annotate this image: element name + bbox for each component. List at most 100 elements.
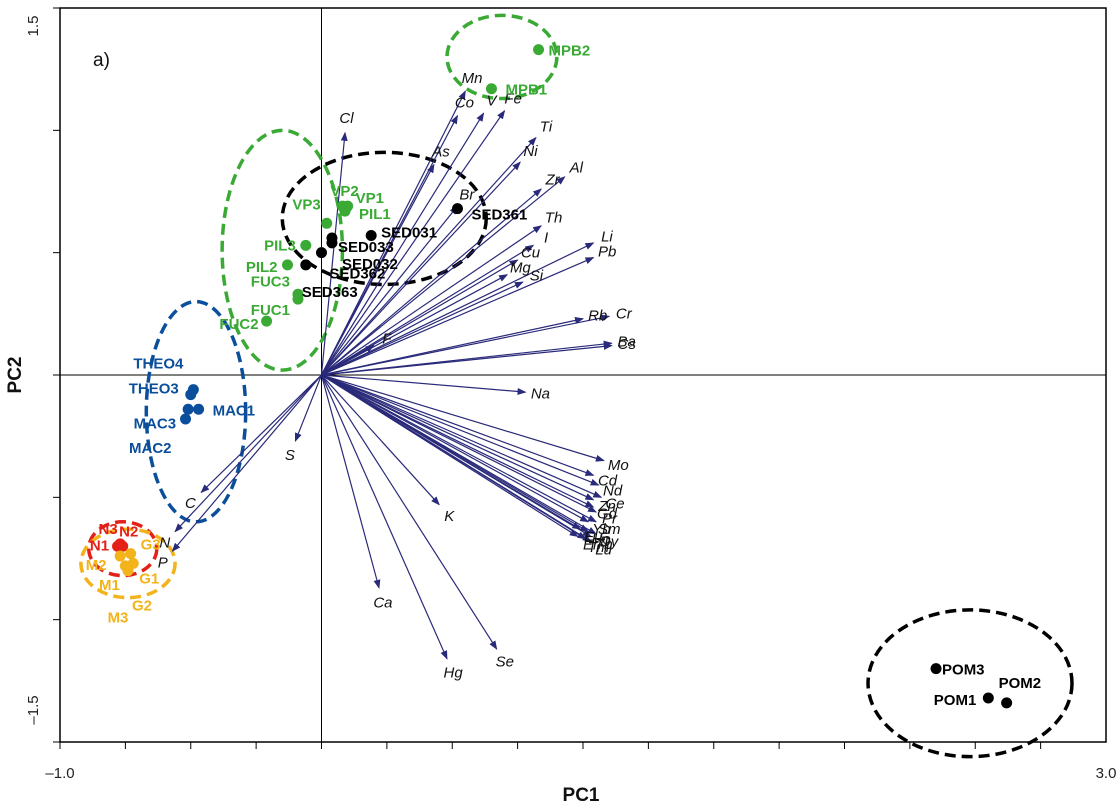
- loading-label-pr: Pr: [602, 511, 618, 528]
- loading-arrow-s: [294, 374, 323, 442]
- y-tick-label-max: 1.5: [25, 16, 42, 37]
- ellipse-mpb: [445, 13, 559, 101]
- loading-arrow-th: [321, 225, 542, 376]
- loading-label-ca: Ca: [373, 594, 392, 611]
- loading-arrow-li: [321, 242, 595, 376]
- loading-arrow-k: [321, 374, 440, 506]
- sample-label-mac3: MAC3: [134, 415, 177, 432]
- sample-label-sed032: SED032: [342, 256, 398, 273]
- sample-point-mac3: [182, 403, 194, 415]
- sample-label-theo3: THEO3: [129, 381, 179, 398]
- sample-point-theo3: [185, 389, 197, 401]
- loading-label-ho: Ho: [592, 531, 611, 548]
- sample-label-sed033: SED033: [338, 239, 394, 256]
- loading-arrow-sm: [321, 374, 597, 523]
- x-tick-label-min: –1.0: [45, 765, 74, 782]
- sample-label-pom3: POM3: [942, 662, 985, 679]
- loading-arrow-si: [321, 281, 524, 376]
- loading-arrow-zr: [321, 188, 542, 376]
- sample-label-vp2: VP2: [330, 183, 358, 200]
- loading-arrow-ti: [321, 136, 537, 376]
- loading-arrow-rb: [321, 316, 584, 376]
- sample-point-pil3: [300, 239, 312, 251]
- sample-label-theo4: THEO4: [133, 356, 184, 373]
- loading-label-er: Er: [583, 536, 599, 553]
- sample-point-sed362: [316, 247, 327, 259]
- sample-label-sed362: SED362: [330, 266, 386, 283]
- sample-point-m2: [114, 550, 126, 562]
- loading-label-fe: Fe: [504, 90, 522, 107]
- loading-arrow-cs: [321, 342, 613, 376]
- loading-arrow-ce: [321, 374, 603, 498]
- loading-label-th: Th: [545, 209, 563, 226]
- loading-arrow-ni: [321, 161, 521, 376]
- sample-point-n1: [112, 540, 124, 552]
- loading-arrow-er: [321, 374, 579, 538]
- sample-label-vp3: VP3: [292, 196, 320, 213]
- sample-point-vp3: [321, 217, 333, 229]
- sample-label-mac1: MAC1: [213, 402, 256, 419]
- sample-point-pil2: [282, 259, 294, 271]
- sample-label-m2: M2: [86, 557, 107, 574]
- loading-label-lu: Lu: [595, 541, 612, 558]
- loading-label-gd: Gd: [597, 506, 618, 523]
- sample-label-g3: G3: [141, 537, 161, 554]
- loading-label-ni: Ni: [523, 143, 538, 160]
- loading-arrow-se: [320, 374, 498, 650]
- loading-label-n: N: [159, 535, 170, 552]
- ellipse-sediments: [280, 150, 488, 287]
- loading-label-se: Se: [496, 654, 514, 671]
- loading-label-ti: Ti: [540, 119, 553, 136]
- loading-label-zr: Zr: [545, 171, 561, 188]
- sample-label-pom2: POM2: [999, 675, 1042, 692]
- sample-point-sed031: [365, 230, 377, 242]
- ellipse-m-g: [79, 527, 177, 600]
- loading-label-i: I: [544, 229, 548, 246]
- ellipse-n: [87, 520, 159, 578]
- loading-arrow-pr: [321, 374, 597, 513]
- loading-arrow-eu: [321, 374, 582, 530]
- loading-arrow-f: [321, 345, 375, 376]
- loading-label-co: Co: [455, 94, 474, 111]
- ellipse-animals: [144, 299, 248, 524]
- ellipse-seaweeds: [220, 128, 345, 372]
- loading-label-zn: Zn: [597, 498, 616, 515]
- loading-label-ba: Ba: [617, 334, 635, 351]
- loading-arrow-p: [171, 374, 322, 552]
- loading-label-cl: Cl: [339, 110, 354, 127]
- loading-arrow-cd: [321, 374, 595, 476]
- sample-label-pil1: PIL1: [359, 206, 391, 223]
- sample-label-pil2: PIL2: [246, 259, 278, 276]
- sample-point-sed363: [300, 259, 312, 271]
- loading-label-mo: Mo: [608, 457, 629, 474]
- loading-arrow-n: [174, 374, 322, 533]
- loading-label-s: S: [285, 447, 295, 464]
- loading-label-sm: Sm: [598, 521, 621, 538]
- sample-label-fuc3: FUC3: [251, 273, 290, 290]
- loading-arrow-fe: [321, 109, 506, 376]
- loading-label-ce: Ce: [605, 495, 624, 512]
- panel-label: a): [93, 50, 110, 71]
- loading-label-li: Li: [601, 228, 613, 245]
- loading-arrow-hg: [320, 374, 448, 660]
- loading-label-mg: Mg: [510, 260, 531, 277]
- loading-arrow-cu: [321, 259, 519, 376]
- loading-label-si: Si: [530, 268, 544, 285]
- axis-ticks: [53, 7, 1042, 749]
- loading-label-cu: Cu: [521, 244, 541, 261]
- loading-label-eu: Eu: [584, 529, 603, 546]
- sample-label-vp1: VP1: [356, 190, 384, 207]
- sample-point-mpb2: [533, 44, 545, 56]
- sample-label-fuc2: FUC2: [219, 316, 258, 333]
- loading-label-cs: Cs: [618, 336, 637, 353]
- loading-arrow-mo: [321, 374, 605, 462]
- sample-point-pom3: [930, 663, 942, 675]
- sample-label-sed031: SED031: [381, 225, 437, 242]
- loading-arrow-al: [321, 176, 566, 376]
- loading-label-c: C: [185, 495, 196, 512]
- loading-label-br: Br: [459, 186, 475, 203]
- sample-label-sed361: SED361: [471, 207, 527, 224]
